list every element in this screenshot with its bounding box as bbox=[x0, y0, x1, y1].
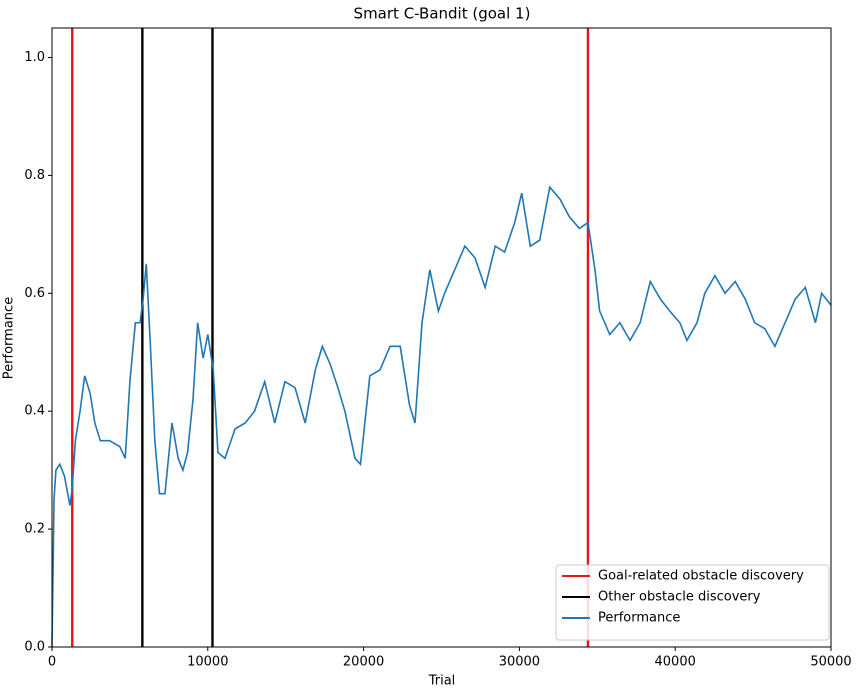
legend-box bbox=[555, 564, 830, 641]
x-tick-label: 50000 bbox=[810, 655, 851, 670]
plot-frame bbox=[51, 27, 832, 648]
x-tick-label: 10000 bbox=[187, 655, 228, 670]
y-tick-label: 0.6 bbox=[24, 286, 45, 301]
y-tick-label: 0.2 bbox=[24, 522, 45, 537]
legend-label: Performance bbox=[598, 611, 680, 626]
x-tick-label: 0 bbox=[48, 655, 56, 670]
y-tick-label: 0.8 bbox=[24, 168, 45, 183]
performance-line bbox=[51, 185, 832, 648]
x-tick-label: 20000 bbox=[343, 655, 384, 670]
x-axis-label: Trial bbox=[428, 674, 456, 688]
legend-label: Other obstacle discovery bbox=[598, 590, 761, 605]
x-tick-label: 30000 bbox=[499, 655, 540, 670]
y-tick-label: 0.4 bbox=[24, 404, 45, 419]
y-tick-label: 1.0 bbox=[24, 50, 45, 65]
y-tick-label: 0.0 bbox=[24, 640, 45, 655]
x-tick-label: 40000 bbox=[655, 655, 696, 670]
legend-label: Goal-related obstacle discovery bbox=[598, 569, 804, 584]
chart-title: Smart C-Bandit (goal 1) bbox=[354, 5, 531, 23]
y-axis-label: Performance bbox=[2, 297, 17, 379]
